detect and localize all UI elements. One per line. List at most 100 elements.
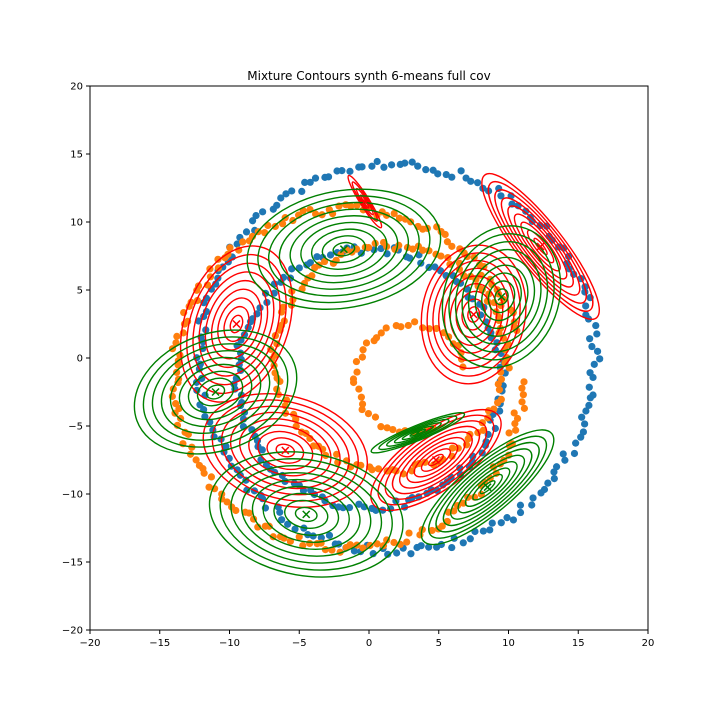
component-mean-marker xyxy=(497,292,506,301)
scatter-point xyxy=(306,539,314,548)
scatter-point xyxy=(578,413,586,421)
scatter-point xyxy=(596,355,604,363)
contour-line xyxy=(420,448,452,472)
scatter-point xyxy=(561,456,569,464)
contour-line xyxy=(420,244,527,385)
contour-line xyxy=(262,485,350,543)
scatter-point xyxy=(383,424,391,432)
scatter-point xyxy=(572,439,580,447)
scatter-point xyxy=(428,526,436,535)
scatter-point xyxy=(497,375,506,383)
x-tick-label: −15 xyxy=(149,638,170,649)
contour-line xyxy=(507,205,574,288)
scatter-point xyxy=(497,519,505,527)
contour-line xyxy=(169,356,262,428)
contour-line xyxy=(472,473,503,501)
scatter-point xyxy=(173,332,181,340)
scatter-point xyxy=(371,413,380,421)
scatter-point xyxy=(299,207,307,215)
scatter-point xyxy=(359,346,367,354)
contour-line xyxy=(205,384,226,400)
scatter-point xyxy=(357,249,365,257)
contours-layer xyxy=(133,172,601,578)
scatter-point xyxy=(333,450,341,458)
contour-line xyxy=(464,467,511,508)
scatter-point xyxy=(540,485,549,494)
contour-line xyxy=(426,252,521,377)
scatter-point xyxy=(390,538,398,547)
scatter-point xyxy=(459,539,467,547)
scatter-point xyxy=(256,304,264,312)
scatter-point xyxy=(516,501,525,509)
contour-line xyxy=(391,425,481,495)
gaussian-component-3 xyxy=(420,244,527,385)
scatter-point xyxy=(277,194,285,202)
scatter-point xyxy=(582,311,590,319)
scatter-point xyxy=(173,421,182,429)
scatter-point xyxy=(497,395,505,403)
contour-line xyxy=(441,225,562,369)
scatter-point xyxy=(389,425,397,434)
scatter-point xyxy=(496,407,504,415)
y-tick-label: −5 xyxy=(68,422,83,433)
scatter-point xyxy=(298,285,306,293)
contour-line xyxy=(457,461,518,514)
scatter-point xyxy=(374,465,383,473)
scatter-point xyxy=(448,543,456,552)
scatter-point xyxy=(353,368,361,376)
scatter-point xyxy=(268,355,276,363)
scatter-point xyxy=(544,479,552,487)
contour-line xyxy=(196,377,235,407)
scatter-point xyxy=(405,529,413,537)
component-mean-marker xyxy=(302,510,311,519)
scatter-point xyxy=(593,347,602,355)
contour-line xyxy=(487,181,594,312)
component-mean-marker xyxy=(339,245,348,254)
component-mean-marker xyxy=(211,387,220,397)
contour-line xyxy=(467,256,536,337)
y-tick-label: −10 xyxy=(62,490,83,501)
contour-line xyxy=(481,172,601,321)
contour-line xyxy=(384,420,488,500)
contour-line xyxy=(370,412,466,454)
contour-line xyxy=(435,441,540,533)
scatter-point xyxy=(488,519,496,527)
scatter-point xyxy=(353,201,361,209)
contour-line xyxy=(266,437,305,464)
component-mean-marker xyxy=(483,483,492,492)
scatter-point xyxy=(509,516,518,524)
contour-line xyxy=(300,221,388,277)
contour-line xyxy=(450,454,526,520)
scatter-point xyxy=(269,205,277,213)
scatter-point xyxy=(258,446,266,454)
scatter-point xyxy=(505,429,513,437)
scatter-point xyxy=(377,423,385,431)
scatter-point xyxy=(233,466,241,474)
contour-line xyxy=(294,506,318,523)
gaussian-component-7 xyxy=(246,188,442,310)
contour-line xyxy=(393,422,442,444)
gaussian-component-12 xyxy=(420,429,555,546)
contour-line xyxy=(142,336,289,448)
scatter-point xyxy=(392,322,400,330)
scatter-point xyxy=(359,544,367,552)
scatter-point xyxy=(371,239,379,247)
scatter-point xyxy=(368,162,376,170)
scatter-point xyxy=(252,211,260,220)
scatter-point xyxy=(174,361,182,369)
scatter-point xyxy=(582,407,590,415)
scatter-point xyxy=(516,508,525,517)
scatter-point xyxy=(520,404,529,412)
contour-line xyxy=(208,451,404,578)
scatter-point xyxy=(393,549,401,557)
scatter-point xyxy=(317,534,325,542)
contour-line xyxy=(406,436,466,484)
scatter-point xyxy=(489,463,498,471)
scatter-point xyxy=(193,286,201,294)
scatter-point xyxy=(479,527,487,535)
scatter-point xyxy=(358,353,366,361)
scatter-point xyxy=(223,498,231,506)
scatter-point xyxy=(593,330,601,338)
scatter-point xyxy=(173,368,181,376)
